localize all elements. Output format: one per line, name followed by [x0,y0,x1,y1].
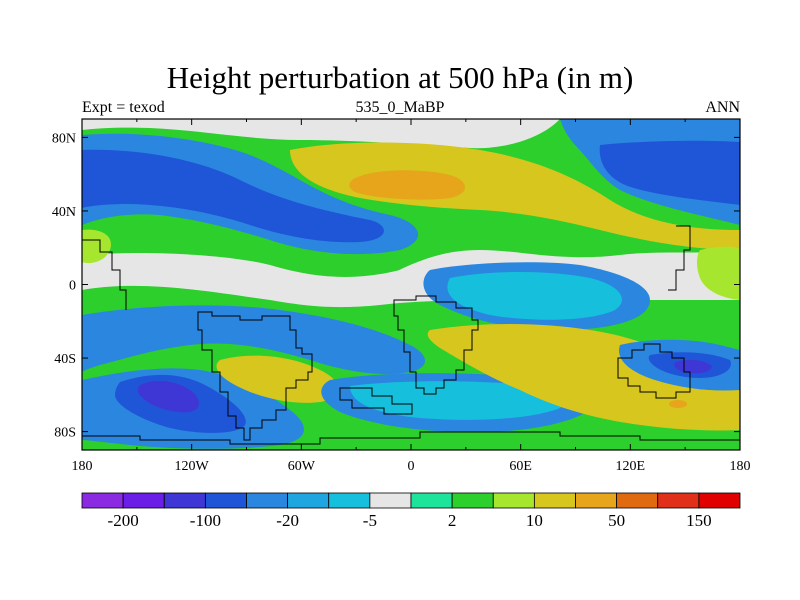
x-tick-label: 60W [288,459,316,474]
orange-core-north [349,170,465,200]
y-axis: 80N 40N 0 40S 80S [52,131,740,441]
x-tick-label: 180 [72,459,93,474]
colorbar-label: -5 [363,511,377,530]
y-tick-label: 0 [69,279,76,294]
yellow-green-patch-east [697,246,740,300]
experiment-label: Expt = texod [82,99,165,116]
colorbar-label: 50 [608,511,625,530]
colorbar-label: -100 [190,511,221,530]
colorbar-label: -20 [276,511,299,530]
blue-band-south-west [82,305,425,375]
yellow-region-south-central [216,355,339,403]
yellow-region-north [290,142,740,250]
cyan-ring-south-atlantic [350,381,566,420]
coastline-antarctic-islands [339,387,413,415]
dark-blue-nw [82,149,384,243]
colorbar-box [698,492,741,509]
colorbar-box [369,492,412,509]
coastline-antarctica [82,431,740,445]
colorbar-box [287,492,330,509]
colorbar-box [163,492,206,509]
coastline-south-america [197,311,313,441]
timeslice-label: 535_0_MaBP [355,99,445,116]
dark-blue-ne [599,140,740,205]
y-tick-label: 40N [52,205,76,220]
map-title: Height perturbation at 500 hPa (in m) [166,60,634,95]
contour-field [82,119,740,450]
coastline-north-america-west [82,239,127,310]
colorbar-box [204,492,247,509]
colorbar-box [246,492,289,509]
colorbar-box [451,492,494,509]
y-tick-label: 80N [52,131,76,146]
continent-outlines [82,225,740,445]
y-tick-label: 80S [54,426,76,441]
colorbar-label: -200 [108,511,139,530]
colorbar-box [492,492,535,509]
coastline-africa [393,295,479,395]
colorbar: -200 -100 -20 -5 2 10 50 150 [81,492,741,530]
colorbar-box [533,492,576,509]
colorbar-box [122,492,165,509]
season-label: ANN [705,99,740,116]
coastline-asia-east [668,225,691,291]
coastline-australia [617,343,691,399]
colorbar-box [328,492,371,509]
colorbar-label: 150 [686,511,712,530]
cyan-ring-equatorial [447,272,622,320]
colorbar-box [616,492,659,509]
x-tick-label: 180 [730,459,751,474]
orange-spot-south-pacific [669,400,687,408]
purple-core-south [137,380,199,413]
colorbar-label: 10 [526,511,543,530]
x-tick-label: 60E [509,459,532,474]
colorbar-box [575,492,618,509]
x-tick-label: 0 [408,459,415,474]
x-tick-label: 120E [616,459,646,474]
yellow-green-patch-west [82,229,111,264]
colorbar-box [657,492,700,509]
colorbar-label: 2 [448,511,457,530]
colorbar-box [410,492,453,509]
x-axis: 180 120W 60W 0 60E 120E 180 [72,119,751,474]
x-tick-label: 120W [175,459,210,474]
gray-north-top [82,119,560,149]
gray-band-equator [82,253,520,308]
y-tick-label: 40S [54,352,76,367]
colorbar-box [81,492,124,509]
